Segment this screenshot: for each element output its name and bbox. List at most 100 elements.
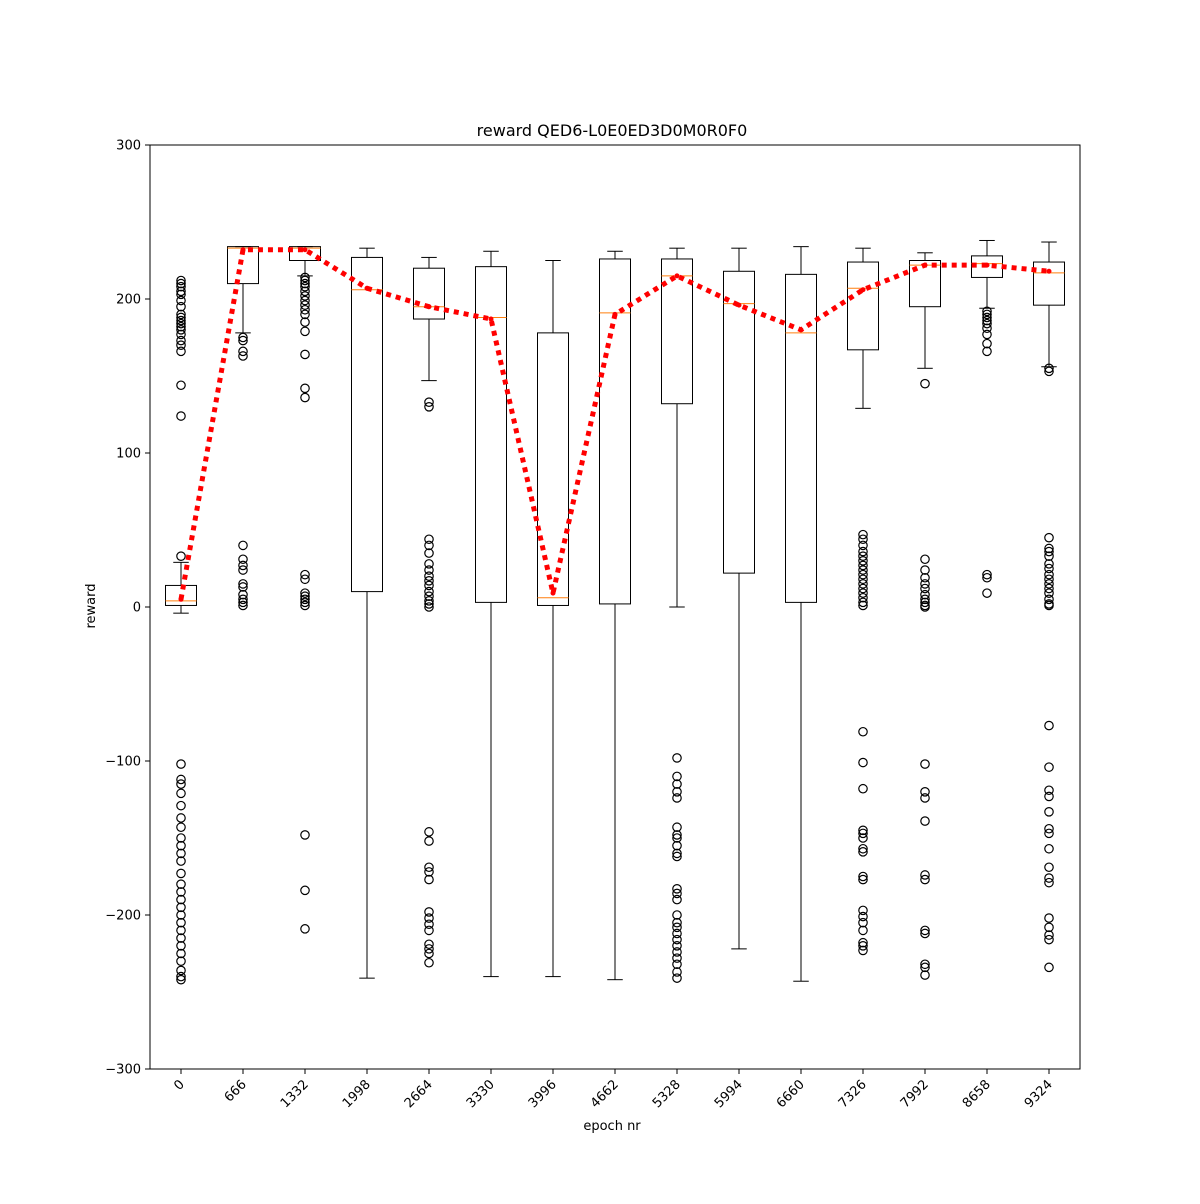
outlier-point <box>424 944 434 954</box>
outlier-point <box>300 924 310 934</box>
outlier-point <box>424 580 434 591</box>
outlier-point <box>176 551 186 561</box>
outlier-point <box>424 565 434 575</box>
outlier-point <box>1044 843 1054 854</box>
outlier-point <box>982 588 992 598</box>
outlier-point <box>300 349 310 360</box>
outlier-point <box>424 948 434 959</box>
outlier-point <box>1044 791 1054 802</box>
outlier-point <box>858 551 868 561</box>
outlier-point <box>300 281 310 292</box>
outlier-point <box>238 565 248 575</box>
box-iqr <box>661 258 693 405</box>
outlier-point <box>1044 588 1054 598</box>
outlier-point <box>176 324 186 335</box>
outlier-point <box>176 822 186 833</box>
outlier-point <box>858 600 868 611</box>
y-tick-label: −200 <box>105 909 141 924</box>
outlier-point <box>176 910 186 920</box>
outlier-point <box>176 925 186 936</box>
outlier-point <box>920 970 930 980</box>
outlier-point <box>672 822 682 833</box>
outlier-point <box>858 529 868 540</box>
outlier-point <box>672 840 682 851</box>
outlier-point <box>1044 579 1054 589</box>
outlier-point <box>176 380 186 391</box>
outlier-point <box>672 922 682 933</box>
outlier-point <box>300 295 310 306</box>
outlier-point <box>424 534 434 545</box>
outlier-point <box>176 774 186 785</box>
outlier-point <box>858 917 868 928</box>
outlier-point <box>858 847 868 857</box>
mean-point <box>364 285 370 291</box>
outlier-point <box>300 574 310 585</box>
outlier-point <box>1044 551 1054 561</box>
outlier-point <box>176 335 186 346</box>
outlier-point <box>176 411 186 421</box>
outlier-point <box>858 911 868 922</box>
outlier-point <box>858 937 868 948</box>
outlier-point <box>176 275 186 286</box>
box-iqr <box>475 266 507 603</box>
outlier-point <box>920 602 930 612</box>
outlier-point <box>858 783 868 794</box>
outlier-point <box>424 602 434 612</box>
outlier-point <box>858 726 868 737</box>
outlier-point <box>920 928 930 939</box>
mean-point <box>178 596 184 602</box>
outlier-point <box>176 933 186 943</box>
outlier-point <box>858 583 868 594</box>
outlier-point <box>238 594 248 605</box>
outlier-point <box>858 579 868 589</box>
outlier-point <box>1044 934 1054 945</box>
x-axis-label: epoch nr <box>583 1119 641 1134</box>
outlier-point <box>176 759 186 769</box>
box-iqr <box>351 256 383 593</box>
outlier-point <box>920 816 930 826</box>
outlier-point <box>1044 583 1054 594</box>
outlier-point <box>858 828 868 839</box>
outlier-point <box>238 335 248 346</box>
outlier-point <box>176 346 186 357</box>
outlier-point <box>858 588 868 598</box>
outlier-point <box>238 346 248 357</box>
outlier-point <box>920 793 930 803</box>
outlier-point <box>176 856 186 866</box>
mean-point <box>1046 268 1052 274</box>
outlier-point <box>300 304 310 315</box>
outlier-point <box>176 800 186 811</box>
outlier-point <box>238 540 248 551</box>
outlier-point <box>176 295 186 306</box>
outlier-point <box>424 397 434 407</box>
outlier-point <box>920 572 930 583</box>
outlier-point <box>920 579 930 589</box>
outlier-point <box>672 884 682 894</box>
outlier-point <box>176 312 186 323</box>
outlier-point <box>672 830 682 840</box>
outlier-point <box>858 871 868 882</box>
outlier-point <box>176 289 186 300</box>
outlier-point <box>1044 807 1054 817</box>
outlier-point <box>176 321 186 332</box>
y-tick-label: −100 <box>105 755 141 770</box>
outlier-point <box>424 591 434 602</box>
outlier-point <box>858 560 868 571</box>
outlier-point <box>238 600 248 611</box>
outlier-point <box>1044 922 1054 933</box>
outlier-point <box>176 974 186 985</box>
outlier-point <box>176 788 186 799</box>
outlier-point <box>672 959 682 970</box>
outlier-point <box>858 592 868 603</box>
outlier-point <box>672 779 682 789</box>
box-iqr <box>537 332 569 606</box>
outlier-point <box>300 309 310 320</box>
outlier-point <box>1044 828 1054 839</box>
outlier-point <box>672 851 682 862</box>
outlier-point <box>300 392 310 403</box>
outlier-point <box>300 885 310 896</box>
mean-point <box>612 311 618 317</box>
mean-point <box>302 247 308 253</box>
mean-point <box>674 273 680 279</box>
